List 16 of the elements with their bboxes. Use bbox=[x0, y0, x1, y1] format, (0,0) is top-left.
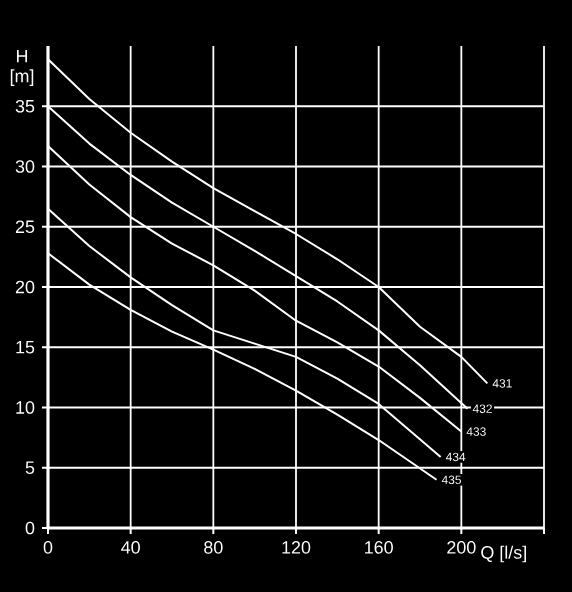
y-tick-label: 35 bbox=[15, 99, 35, 113]
y-tick-label: 30 bbox=[15, 160, 35, 173]
y-tick-label: 20 bbox=[15, 280, 35, 294]
y-tick-label: 5 bbox=[25, 461, 35, 475]
x-tick-label: 80 bbox=[204, 541, 223, 554]
x-tick-label: 120 bbox=[282, 541, 311, 554]
x-axis-title: Q [l/s] bbox=[481, 545, 526, 563]
x-tick-label: 40 bbox=[121, 541, 140, 554]
y-tick-label: 10 bbox=[16, 401, 35, 414]
y-tick-label: 15 bbox=[16, 340, 35, 354]
y-axis-title: H [m] bbox=[10, 50, 34, 86]
x-tick-label: 200 bbox=[447, 541, 476, 554]
x-tick-label: 0 bbox=[43, 541, 53, 554]
x-tick-label: 160 bbox=[365, 541, 393, 554]
y-tick-label: 25 bbox=[15, 220, 35, 234]
y-tick-label: 0 bbox=[25, 521, 35, 535]
